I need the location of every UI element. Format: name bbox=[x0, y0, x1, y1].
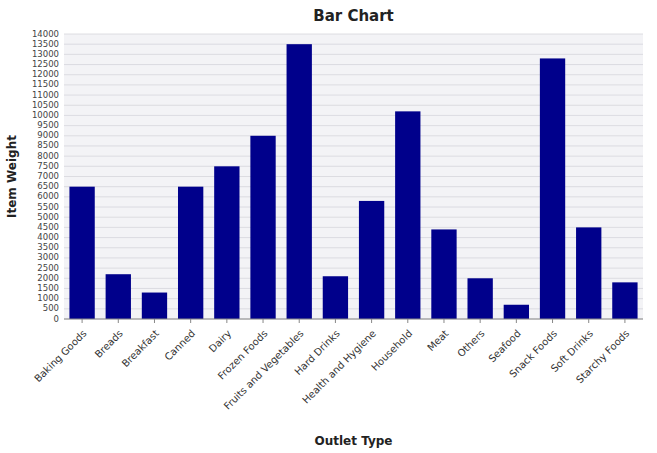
bars bbox=[69, 44, 637, 319]
x-axis: Baking GoodsBreadsBreakfastCannedDairyFr… bbox=[32, 319, 631, 412]
x-tick-label: Dairy bbox=[207, 328, 234, 355]
y-tick-label: 6500 bbox=[37, 181, 59, 191]
y-tick-label: 14000 bbox=[32, 29, 59, 39]
x-tick bbox=[82, 319, 83, 323]
y-tick-label: 10500 bbox=[32, 100, 59, 110]
chart-svg: 0500100015002000250030003500400045005000… bbox=[0, 0, 657, 453]
x-tick bbox=[552, 319, 553, 323]
x-tick-label: Baking Goods bbox=[32, 328, 89, 385]
bar bbox=[69, 187, 94, 319]
y-tick-label: 10000 bbox=[32, 110, 59, 120]
bar bbox=[178, 187, 203, 319]
y-tick-label: 7500 bbox=[37, 161, 59, 171]
y-tick-label: 12500 bbox=[32, 59, 59, 69]
y-tick-label: 6000 bbox=[37, 191, 59, 201]
x-axis-line bbox=[64, 319, 643, 320]
y-tick-label: 8500 bbox=[37, 140, 59, 150]
y-tick-label: 500 bbox=[43, 303, 59, 313]
y-tick-label: 5000 bbox=[37, 212, 59, 222]
x-tick-label: Snack Foods bbox=[507, 328, 559, 380]
x-tick-label: Household bbox=[369, 328, 414, 373]
x-tick bbox=[154, 319, 155, 323]
bar bbox=[612, 282, 637, 319]
y-tick-label: 2500 bbox=[37, 263, 59, 273]
x-tick bbox=[588, 319, 589, 323]
bar bbox=[250, 136, 275, 319]
bar bbox=[467, 278, 492, 319]
y-tick-label: 2000 bbox=[37, 273, 59, 283]
grid-line bbox=[64, 54, 643, 55]
y-tick-label: 4000 bbox=[37, 232, 59, 242]
y-tick-label: 7000 bbox=[37, 171, 59, 181]
x-tick bbox=[226, 319, 227, 323]
x-axis-label: Outlet Type bbox=[315, 434, 393, 448]
x-tick bbox=[624, 319, 625, 323]
x-tick-label: Others bbox=[455, 328, 487, 360]
y-tick-label: 9500 bbox=[37, 120, 59, 130]
bar bbox=[540, 58, 565, 319]
bar bbox=[287, 44, 312, 319]
x-tick bbox=[407, 319, 408, 323]
y-tick-label: 11000 bbox=[32, 90, 59, 100]
y-tick-label: 12000 bbox=[32, 69, 59, 79]
x-tick-label: Starchy Foods bbox=[574, 328, 632, 386]
x-tick bbox=[443, 319, 444, 323]
bar bbox=[323, 276, 348, 319]
chart-container: 0500100015002000250030003500400045005000… bbox=[0, 0, 657, 453]
y-tick-label: 11500 bbox=[32, 79, 59, 89]
bar bbox=[431, 229, 456, 319]
x-tick-label: Meat bbox=[425, 328, 450, 353]
x-tick bbox=[480, 319, 481, 323]
chart-title: Bar Chart bbox=[313, 7, 394, 25]
plot-background bbox=[64, 34, 643, 319]
grid-line bbox=[64, 319, 643, 320]
x-tick-label: Health and Hygiene bbox=[300, 328, 378, 406]
y-tick-label: 5500 bbox=[37, 202, 59, 212]
bar bbox=[214, 166, 239, 319]
bar bbox=[504, 305, 529, 319]
x-tick bbox=[118, 319, 119, 323]
x-tick-label: Canned bbox=[162, 328, 197, 363]
bar bbox=[359, 201, 384, 319]
x-tick-label: Breakfast bbox=[120, 328, 161, 369]
x-tick bbox=[516, 319, 517, 323]
x-tick bbox=[263, 319, 264, 323]
x-tick-label: Breads bbox=[93, 328, 125, 360]
y-tick-label: 13000 bbox=[32, 49, 59, 59]
y-tick-label: 1000 bbox=[37, 293, 59, 303]
y-tick-label: 4500 bbox=[37, 222, 59, 232]
x-tick bbox=[299, 319, 300, 323]
bar bbox=[142, 293, 167, 319]
y-tick-label: 9000 bbox=[37, 130, 59, 140]
grid-line bbox=[64, 44, 643, 45]
y-tick-label: 8000 bbox=[37, 151, 59, 161]
y-tick-label: 3500 bbox=[37, 242, 59, 252]
x-tick-label: Seafood bbox=[486, 328, 523, 365]
y-tick-label: 0 bbox=[54, 314, 59, 324]
y-tick-label: 1500 bbox=[37, 283, 59, 293]
bar bbox=[576, 227, 601, 319]
x-tick bbox=[371, 319, 372, 323]
y-axis-label: Item Weight bbox=[5, 135, 19, 218]
y-axis: 0500100015002000250030003500400045005000… bbox=[32, 29, 59, 324]
x-tick bbox=[190, 319, 191, 323]
y-tick-label: 13500 bbox=[32, 39, 59, 49]
bar bbox=[106, 274, 131, 319]
y-tick-label: 3000 bbox=[37, 252, 59, 262]
grid-line bbox=[64, 34, 643, 35]
x-tick bbox=[335, 319, 336, 323]
y-grid bbox=[64, 34, 643, 319]
bar bbox=[395, 111, 420, 319]
